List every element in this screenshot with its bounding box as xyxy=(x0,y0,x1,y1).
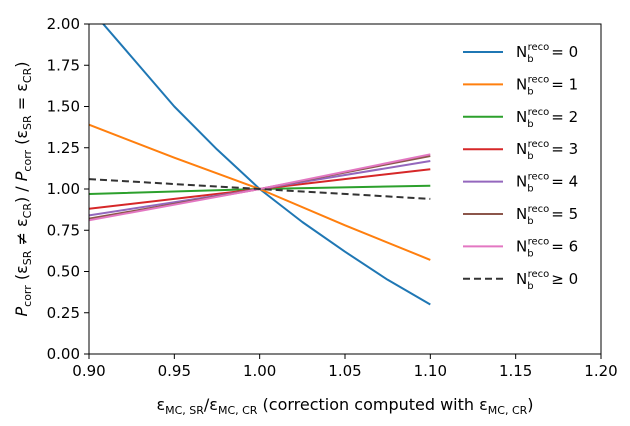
y-tick-label: 0.50 xyxy=(47,263,80,281)
legend: Nbreco = 0 Nbreco = 1 Nbreco = 2 Nbreco = 3 Nbre… xyxy=(463,42,578,292)
legend-label-4: Nbreco = 4 xyxy=(516,172,578,195)
x-axis-label: εMC, SR/εMC, CR (correction computed wit… xyxy=(156,395,533,417)
y-axis: 0.00 0.25 0.50 0.75 1.00 1.25 1.50 1.75 2.00 xyxy=(47,15,89,363)
y-axis-label: Pcorr (εSR ≠ εCR) / Pcorr (εSR = εCR) xyxy=(12,61,34,316)
legend-label-1: Nbreco = 1 xyxy=(516,74,578,97)
x-tick-label: 0.95 xyxy=(158,362,191,380)
x-axis: 0.90 0.95 1.00 1.05 1.10 1.15 1.20 xyxy=(72,354,618,380)
x-tick-label: 1.20 xyxy=(584,362,617,380)
legend-label-3: Nbreco = 3 xyxy=(516,139,578,162)
legend-label-2: Nbreco = 2 xyxy=(516,107,578,130)
y-tick-label: 2.00 xyxy=(47,15,80,33)
x-tick-label: 1.00 xyxy=(243,362,276,380)
x-tick-label: 1.10 xyxy=(414,362,447,380)
y-tick-label: 0.75 xyxy=(47,221,80,239)
y-tick-label: 1.00 xyxy=(47,180,80,198)
y-tick-label: 0.25 xyxy=(47,304,80,322)
x-tick-label: 1.15 xyxy=(499,362,532,380)
legend-label-5: Nbreco = 5 xyxy=(516,204,578,227)
y-tick-label: 1.50 xyxy=(47,98,80,116)
x-tick-label: 0.90 xyxy=(72,362,105,380)
y-tick-label: 1.75 xyxy=(47,56,80,74)
series-line-7 xyxy=(89,178,431,200)
legend-label-7: Nbreco ≥ 0 xyxy=(516,269,578,292)
legend-label-6: Nbreco = 6 xyxy=(516,236,578,259)
y-tick-label: 1.25 xyxy=(47,139,80,157)
x-tick-label: 1.05 xyxy=(328,362,361,380)
series-line-0 xyxy=(101,24,431,306)
y-tick-label: 0.00 xyxy=(47,345,80,363)
legend-label-0: Nbreco = 0 xyxy=(516,42,578,65)
plot-lines xyxy=(89,24,431,306)
